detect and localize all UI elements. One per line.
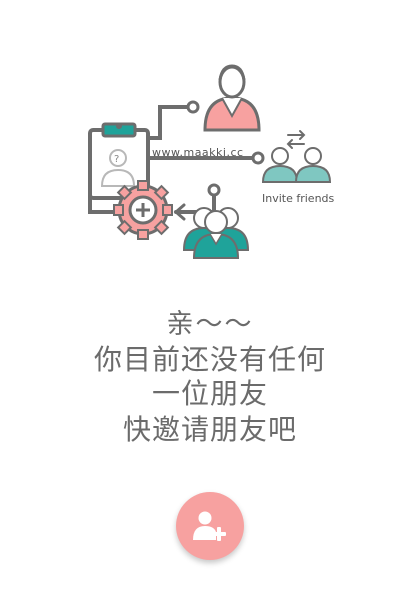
woman-avatar-icon bbox=[203, 64, 261, 132]
url-text: www.maakki.cc bbox=[152, 146, 244, 159]
invite-friends-label: Invite friends bbox=[262, 192, 335, 205]
gear-icon bbox=[113, 180, 173, 240]
svg-text:?: ? bbox=[114, 154, 119, 165]
no-friends-text-line1: 你目前还没有任何 bbox=[93, 343, 326, 376]
no-friends-text-line2: 一位朋友 bbox=[151, 377, 268, 410]
greeting-text: 亲～～ bbox=[166, 309, 254, 340]
people-group-icon bbox=[182, 207, 250, 259]
clipboard-icon: ? bbox=[88, 122, 150, 200]
add-friend-button[interactable] bbox=[176, 492, 244, 560]
empty-friends-illustration: ? www.maakki.cc bbox=[88, 64, 335, 259]
add-friend-icon bbox=[193, 511, 226, 541]
friends-exchange-icon bbox=[261, 130, 332, 183]
invite-prompt-text: 快邀请朋友吧 bbox=[122, 413, 297, 446]
